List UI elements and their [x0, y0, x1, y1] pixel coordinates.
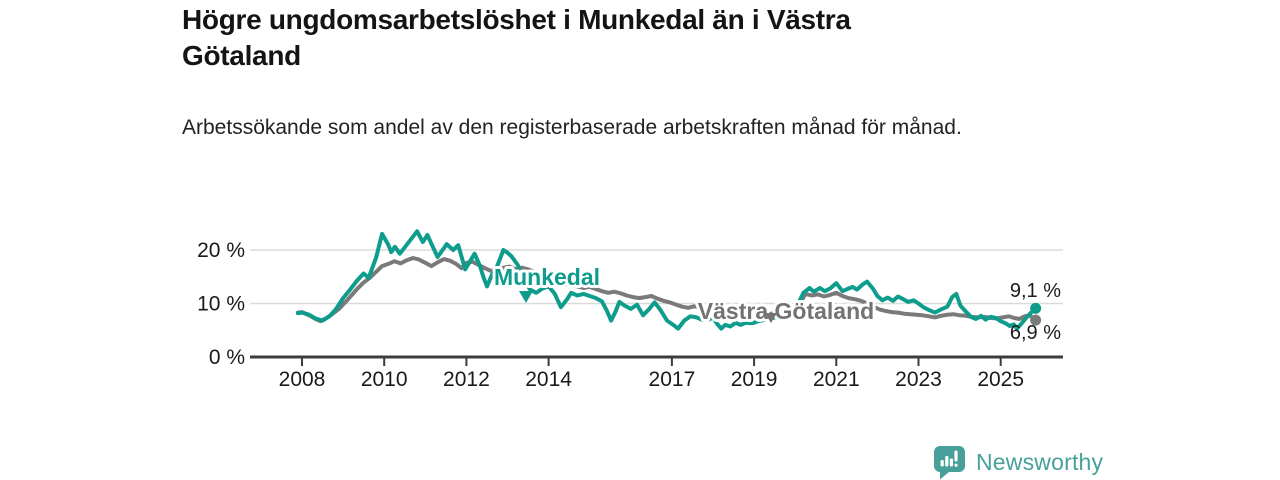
- x-tick-label: 2019: [731, 368, 778, 391]
- series-end-dot-munkedal: [1030, 302, 1042, 314]
- x-tick-label: 2008: [279, 368, 326, 391]
- x-tick-label: 2017: [649, 368, 696, 391]
- series-line-v-stra-g-taland: [295, 256, 1038, 324]
- y-tick-label: 0 %: [209, 346, 245, 369]
- page-title: Högre ungdomsarbetslöshet i Munkedal än …: [182, 4, 851, 71]
- x-tick-label: 2010: [361, 368, 408, 391]
- exclamation-bar: [954, 450, 958, 462]
- page-subtitle: Arbetssökande som andel av den registerb…: [182, 116, 962, 139]
- bar-tall: [945, 456, 949, 467]
- series-end-dot-v-stra-g-taland: [1030, 314, 1042, 326]
- speech-bubble-shape: [934, 446, 965, 480]
- vastra-gotaland-pointer-arrow-icon: [765, 313, 777, 323]
- y-tick-label: 20 %: [197, 239, 245, 262]
- series-line-munkedal: [295, 229, 1038, 331]
- x-tick-label: 2014: [525, 368, 572, 391]
- x-tick-label: 2025: [977, 368, 1024, 391]
- end-value-label-munkedal: 9,1 %: [1010, 280, 1061, 302]
- end-value-label-vastra-gotaland: 6,9 %: [1010, 322, 1061, 344]
- bar-short: [940, 460, 944, 467]
- munkedal-pointer-arrow-icon: [519, 291, 533, 303]
- x-tick-label: 2012: [443, 368, 490, 391]
- x-tick-label: 2021: [813, 368, 860, 391]
- series-label-munkedal: Munkedal: [494, 264, 600, 290]
- brand-name: Newsworthy: [976, 449, 1104, 475]
- brand-footer: Newsworthy: [932, 445, 1103, 480]
- y-tick-label: 10 %: [197, 293, 245, 316]
- newsworthy-logo-icon: [934, 446, 965, 480]
- series-label-vastra-gotaland: Västra Götaland: [698, 298, 874, 324]
- exclamation-dot: [954, 463, 958, 467]
- bar-medium: [949, 458, 953, 467]
- x-tick-label: 2023: [895, 368, 942, 391]
